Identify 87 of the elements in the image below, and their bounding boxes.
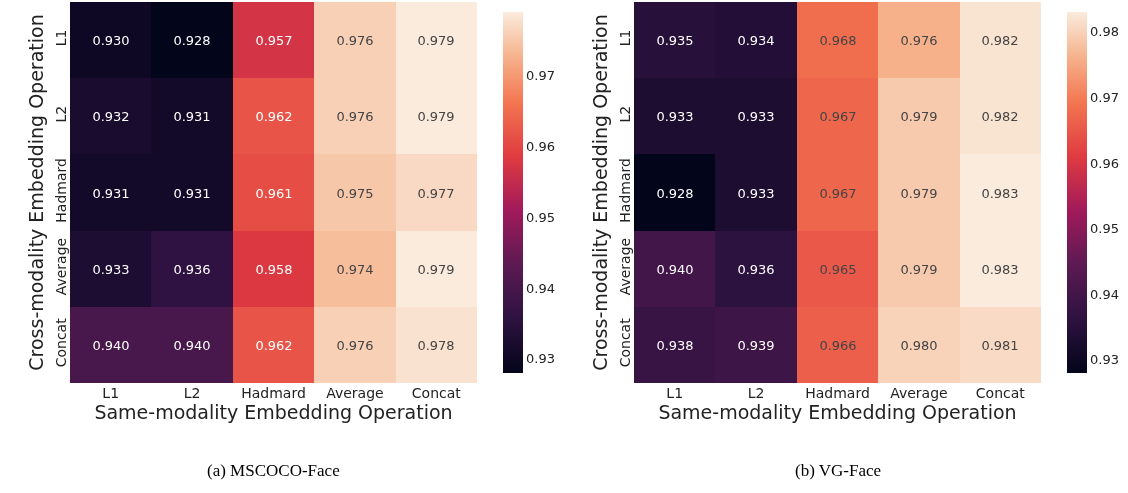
data-label: 0.980 <box>900 337 938 353</box>
color-bar-label: 0.98 <box>1090 24 1120 40</box>
color-bar-label: 0.97 <box>1090 89 1120 105</box>
x-tick-label: Hadmard <box>805 385 870 401</box>
data-label: 0.940 <box>92 337 130 353</box>
x-tick-label: L1 <box>102 385 120 401</box>
data-label: 0.940 <box>173 337 211 353</box>
color-bar-label: 0.96 <box>1090 155 1120 171</box>
x-tick-label: L2 <box>747 385 765 401</box>
data-label: 0.976 <box>900 32 938 48</box>
color-bar-label: 0.95 <box>1090 221 1120 237</box>
y-tick-label: L1 <box>53 29 70 47</box>
data-label: 0.932 <box>92 108 130 124</box>
data-label: 0.979 <box>417 32 455 48</box>
data-label: 0.938 <box>656 337 694 353</box>
color-bar-label: 0.94 <box>1090 286 1120 302</box>
data-label: 0.933 <box>92 261 130 277</box>
data-label: 0.936 <box>173 261 211 277</box>
data-label: 0.933 <box>656 108 694 124</box>
data-label: 0.931 <box>173 185 211 201</box>
y-axis-title: Cross-modality Embedding Operation <box>25 14 48 371</box>
data-label: 0.978 <box>417 337 455 353</box>
data-label: 0.958 <box>255 261 293 277</box>
data-label: 0.962 <box>255 337 293 353</box>
data-label: 0.982 <box>981 108 1019 124</box>
y-tick-label: L2 <box>617 105 634 123</box>
y-tick-label: Average <box>617 237 634 296</box>
color-bar-label: 0.93 <box>1090 352 1120 368</box>
color-bar-label: 0.93 <box>526 351 556 367</box>
data-label: 0.936 <box>737 261 775 277</box>
y-tick-label: Hadmard <box>53 158 70 223</box>
data-label: 0.979 <box>417 108 455 124</box>
data-label: 0.981 <box>981 337 1019 353</box>
data-label: 0.939 <box>737 337 775 353</box>
data-label: 0.935 <box>656 32 694 48</box>
data-label: 0.979 <box>900 261 938 277</box>
y-tick-label: Average <box>53 237 70 296</box>
x-tick-label: Concat <box>975 385 1026 401</box>
data-label: 0.979 <box>900 108 938 124</box>
data-label: 0.974 <box>336 261 374 277</box>
x-axis-title: Same-modality Embedding Operation <box>94 401 453 423</box>
data-label: 0.931 <box>173 108 211 124</box>
data-label: 0.940 <box>656 261 694 277</box>
y-tick-label: Concat <box>53 317 70 368</box>
data-label: 0.933 <box>737 185 775 201</box>
data-label: 0.962 <box>255 108 293 124</box>
x-axis-title: Same-modality Embedding Operation <box>658 401 1017 423</box>
data-label: 0.983 <box>981 261 1019 277</box>
text: (b) VG-Face <box>795 461 882 480</box>
data-label: 0.933 <box>737 108 775 124</box>
data-label: 0.957 <box>255 32 293 48</box>
x-tick-label: L1 <box>666 385 684 401</box>
data-label: 0.928 <box>656 185 694 201</box>
data-label: 0.983 <box>981 185 1019 201</box>
data-label: 0.967 <box>819 185 857 201</box>
data-label: 0.930 <box>92 32 130 48</box>
data-label: 0.965 <box>819 261 857 277</box>
data-label: 0.975 <box>336 185 374 201</box>
data-label: 0.967 <box>819 108 857 124</box>
y-axis-title: Cross-modality Embedding Operation <box>589 14 612 371</box>
data-label: 0.979 <box>417 261 455 277</box>
color-bar-label: 0.95 <box>526 209 556 225</box>
color-bar-label: 0.94 <box>526 280 556 296</box>
y-tick-label: L2 <box>53 105 70 123</box>
y-tick-label: Hadmard <box>617 158 634 223</box>
data-label: 0.976 <box>336 32 374 48</box>
data-label: 0.961 <box>255 185 293 201</box>
data-label: 0.976 <box>336 108 374 124</box>
data-label: 0.977 <box>417 185 455 201</box>
x-tick-label: L2 <box>183 385 201 401</box>
data-label: 0.928 <box>173 32 211 48</box>
y-tick-label: L1 <box>617 29 634 47</box>
x-tick-label: Average <box>890 385 948 401</box>
data-label: 0.934 <box>737 32 775 48</box>
data-label: 0.931 <box>92 185 130 201</box>
data-label: 0.968 <box>819 32 857 48</box>
data-label: 0.976 <box>336 337 374 353</box>
x-tick-label: Average <box>326 385 384 401</box>
y-tick-label: Concat <box>617 317 634 368</box>
data-label: 0.966 <box>819 337 857 353</box>
data-label: 0.979 <box>900 185 938 201</box>
color-bar-label: 0.96 <box>526 139 556 155</box>
x-tick-label: Hadmard <box>241 385 306 401</box>
x-tick-label: Concat <box>411 385 462 401</box>
data-label: 0.982 <box>981 32 1019 48</box>
text: (a) MSCOCO-Face <box>207 461 340 480</box>
color-bar-label: 0.97 <box>526 68 556 84</box>
